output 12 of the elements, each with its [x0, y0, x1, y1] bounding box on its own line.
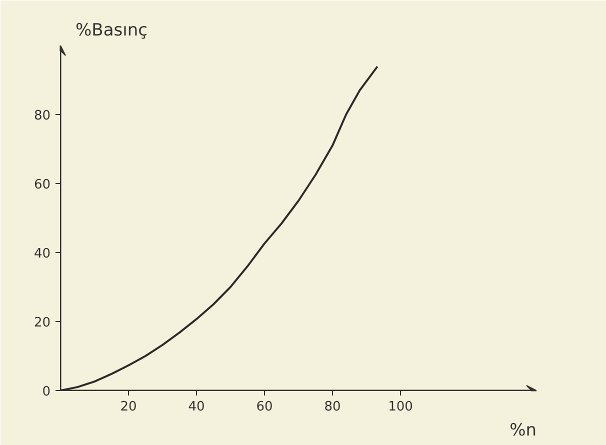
y-tick-label: 20 [34, 316, 51, 330]
x-tick-label: 100 [388, 400, 413, 414]
x-axis-title: %n [510, 420, 537, 440]
y-tick-label: 40 [34, 246, 51, 262]
x-tick-label: 60 [256, 400, 273, 414]
y-tick-label: 0 [42, 384, 51, 400]
x-tick-label: 20 [120, 400, 137, 414]
y-tick-label: 60 [34, 178, 51, 192]
x-tick-label: 80 [324, 400, 341, 414]
x-tick-label: 40 [188, 400, 205, 414]
y-axis-title: %Basınç [76, 20, 148, 40]
y-tick-label: 80 [34, 108, 51, 124]
